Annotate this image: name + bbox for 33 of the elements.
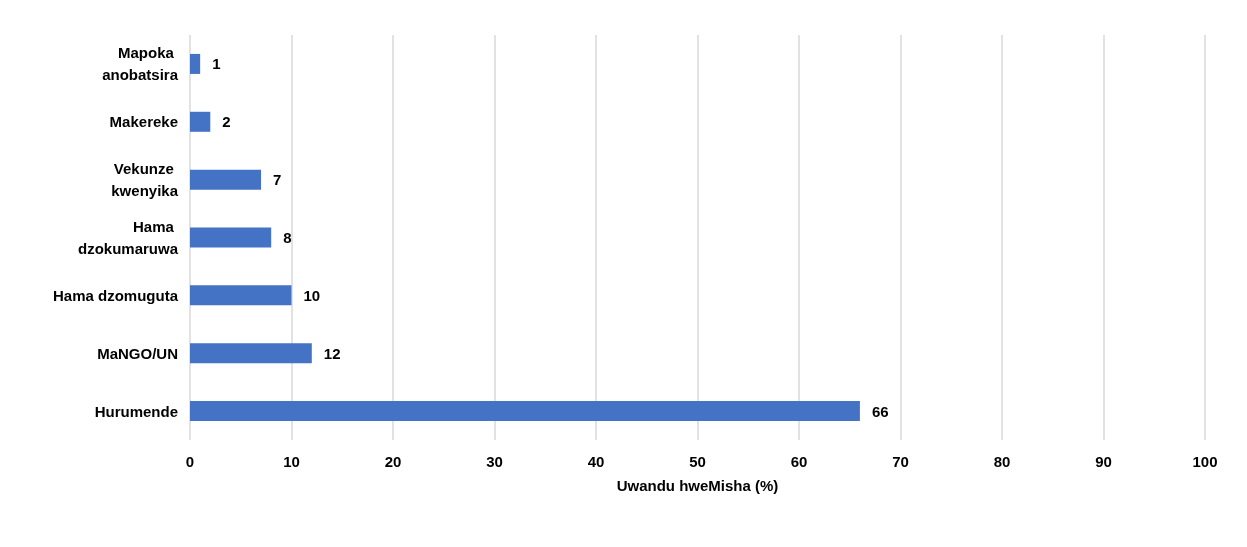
- data-label: 10: [303, 286, 321, 304]
- y-tick-label: MaNGO/UN: [97, 344, 178, 362]
- y-tick-label: Hurumende: [94, 402, 178, 420]
- x-tick-label: 60: [790, 453, 808, 470]
- bar: [190, 285, 292, 306]
- x-tick-label: 20: [384, 453, 402, 470]
- x-tick-label: 80: [993, 453, 1011, 470]
- y-tick-label: Hama dzokumaruwa: [77, 218, 179, 257]
- bar: [190, 169, 262, 190]
- x-tick-label: 50: [689, 453, 706, 470]
- data-label: 2: [222, 113, 231, 131]
- data-label: 1: [212, 55, 221, 73]
- y-tick-label: Makereke: [109, 113, 178, 131]
- bar: [190, 401, 860, 422]
- bar: [190, 111, 211, 132]
- data-label: 8: [283, 229, 292, 246]
- x-tick-label: 30: [486, 453, 503, 470]
- x-tick-label: 0: [185, 453, 195, 470]
- x-tick-label: 70: [892, 453, 909, 470]
- x-tick-label: 40: [587, 453, 605, 470]
- data-label: 7: [273, 171, 282, 189]
- data-label: 12: [323, 344, 341, 362]
- x-tick-label: 100: [1192, 453, 1218, 470]
- x-tick-label: 90: [1095, 453, 1112, 470]
- y-tick-label: Hama dzomuguta: [52, 286, 179, 304]
- bar: [190, 227, 272, 248]
- x-axis-title: Uwandu hweMisha (%): [616, 477, 779, 494]
- x-tick-label: 10: [283, 453, 300, 470]
- bar: [190, 343, 312, 364]
- bar: [190, 53, 201, 74]
- data-label: 66: [871, 402, 889, 420]
- y-tick-label: Vekunze kwenyika: [111, 160, 179, 200]
- y-tick-label: Mapoka anobatsira: [102, 44, 179, 84]
